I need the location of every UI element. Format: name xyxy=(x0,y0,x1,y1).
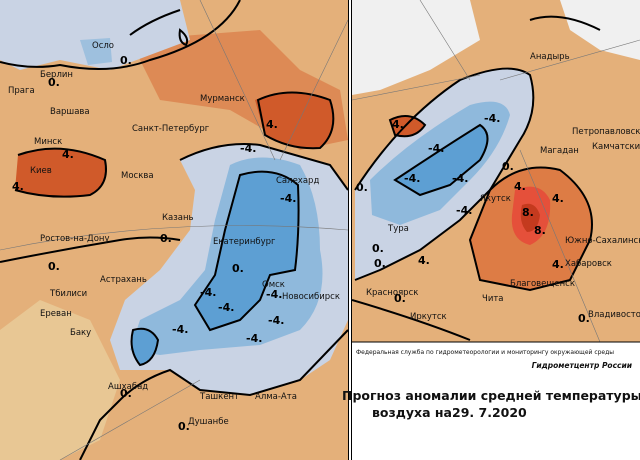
contour-label: -4. xyxy=(452,172,468,185)
contour-label: 4. xyxy=(514,180,526,193)
contour-label: 4. xyxy=(12,180,24,193)
city-label: Ереван xyxy=(40,309,72,319)
contour-label: -4. xyxy=(268,314,284,327)
contour-label: 0. xyxy=(372,242,384,255)
city-label: Анадырь xyxy=(530,52,570,62)
contour-label: 0. xyxy=(48,76,60,89)
contour-label: -4. xyxy=(484,112,500,125)
contour-label: 4. xyxy=(62,148,74,161)
contour-label: 4. xyxy=(552,258,564,271)
contour-label: 0. xyxy=(120,387,132,400)
contour-label: -4. xyxy=(456,204,472,217)
contour-label: 8. xyxy=(522,206,534,219)
contour-label: 0. xyxy=(48,260,60,273)
city-label: Камчатский xyxy=(592,142,640,152)
city-label: Тбилиси xyxy=(49,289,87,299)
contour-label: -4. xyxy=(246,332,262,345)
city-label: Чита xyxy=(482,294,504,304)
contour-label: 4. xyxy=(266,118,278,131)
city-label: Осло xyxy=(92,41,114,51)
agency: Федеральная служба по гидрометеорологии … xyxy=(356,349,614,356)
contour-label: -4. xyxy=(200,286,216,299)
contour-label: -4. xyxy=(240,142,256,155)
contour-label: 0. xyxy=(356,181,368,194)
contour-label: 0. xyxy=(160,232,172,245)
city-label: Мурманск xyxy=(200,94,245,104)
city-label: Астрахань xyxy=(100,275,147,285)
labels: Осло Берлин Прага Варшава Санкт-Петербург Мур… xyxy=(8,41,640,433)
contour-label: -4. xyxy=(404,172,420,185)
city-label: Душанбе xyxy=(188,417,229,427)
contour-label: -4. xyxy=(172,323,188,336)
city-label: Омск xyxy=(262,280,285,290)
city-label: Салехард xyxy=(276,176,319,186)
contour-label: -4. xyxy=(266,288,282,301)
city-label: Москва xyxy=(121,171,154,181)
contour-label: 4. xyxy=(552,192,564,205)
city-label: Якутск xyxy=(480,194,511,204)
contour-label: -4. xyxy=(428,142,444,155)
contour-label: 0. xyxy=(578,312,590,325)
contour-label: 0. xyxy=(502,160,514,173)
city-label: Ростов-на-Дону xyxy=(40,234,110,244)
contour-label: 0. xyxy=(178,420,190,433)
city-label: Минск xyxy=(34,137,62,147)
contour-label: 8. xyxy=(534,224,546,237)
city-label: Новосибирск xyxy=(282,292,340,302)
contour-label: -4. xyxy=(218,301,234,314)
city-label: Екатеринбург xyxy=(213,237,276,247)
city-label: Магадан xyxy=(540,146,579,156)
city-label: Ташкент xyxy=(199,392,239,402)
city-label: Владивосток xyxy=(588,310,640,320)
city-label: Берлин xyxy=(40,70,73,80)
city-label: Хабаровск xyxy=(565,259,612,269)
city-label: Южно-Сахалинск xyxy=(565,236,640,246)
city-label: Баку xyxy=(70,328,91,338)
contour-label: 0. xyxy=(394,292,406,305)
footer-panel xyxy=(352,342,640,460)
city-label: Киев xyxy=(30,166,52,176)
city-label: Благовещенск xyxy=(510,279,575,289)
left-map xyxy=(0,0,348,460)
contour-label: 0. xyxy=(232,262,244,275)
city-label: Ашхабад xyxy=(108,382,148,392)
city-label: Казань xyxy=(162,213,194,223)
contour-label: 4. xyxy=(392,118,404,131)
city-label: Иркутск xyxy=(410,312,447,322)
city-label: Красноярск xyxy=(366,288,418,298)
city-label: Тура xyxy=(387,224,409,234)
title-line: воздуха на xyxy=(372,405,452,420)
city-label: Прага xyxy=(8,86,35,96)
title-line: Прогноз аномалии средней температуры xyxy=(342,388,640,403)
city-label: Варшава xyxy=(50,107,90,117)
contour-label: 0. xyxy=(374,257,386,270)
contour-label: -4. xyxy=(280,192,296,205)
contour-label: 0. xyxy=(120,54,132,67)
city-label: Алма-Ата xyxy=(255,392,297,402)
right-map xyxy=(352,0,640,342)
city-label: Санкт-Петербург xyxy=(132,124,210,134)
forecast-date: 29. 7.2020 xyxy=(452,405,527,420)
contour-label: 4. xyxy=(418,254,430,267)
center-name: Гидрометцентр России xyxy=(532,361,633,370)
city-label: Петропавловск xyxy=(572,127,640,137)
